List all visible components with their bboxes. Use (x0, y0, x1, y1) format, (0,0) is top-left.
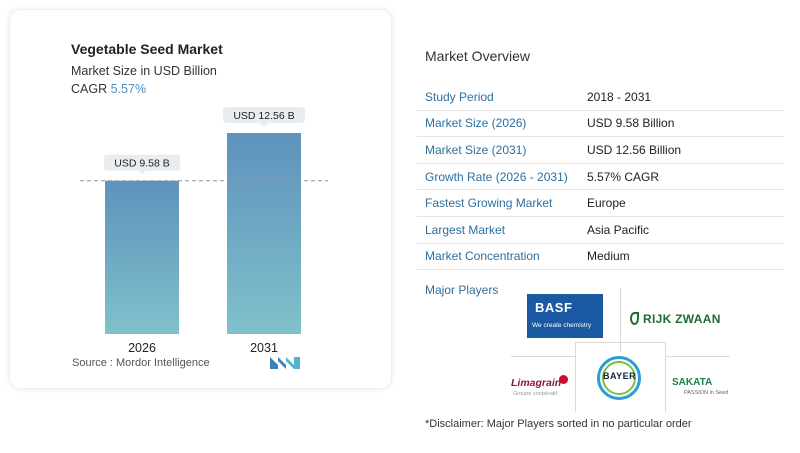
chart-subtitle: Market Size in USD Billion (71, 64, 217, 78)
overview-row: Largest Market Asia Pacific (417, 217, 784, 244)
row-value: USD 12.56 Billion (587, 142, 682, 157)
overview-table: Study Period 2018 - 2031 Market Size (202… (417, 84, 784, 271)
bayer-logo (597, 356, 641, 400)
row-value: Medium (587, 249, 630, 264)
overview-row: Market Concentration Medium (417, 244, 784, 271)
row-key: Fastest Growing Market (425, 196, 553, 211)
data-label-pointer (138, 170, 146, 175)
overview-row: Growth Rate (2026 - 2031) 5.57% CAGR (417, 164, 784, 191)
bar-chart: USD 9.58 B 2026 USD 12.56 B 2031 (80, 107, 328, 355)
leaf-icon (630, 312, 639, 325)
row-key: Market Size (2026) (425, 116, 527, 131)
bayer-name: BAYER (603, 371, 637, 381)
row-key: Market Size (2031) (425, 142, 527, 157)
mordor-logo-icon (270, 357, 300, 369)
chart-card (10, 10, 391, 388)
row-key: Growth Rate (2026 - 2031) (425, 169, 568, 184)
cagr-value: 5.57% (110, 82, 147, 96)
category-label: 2031 (250, 341, 278, 355)
bar-2031 (227, 133, 301, 334)
rijk-zwaan-logo: RIJK ZWAAN (630, 312, 721, 326)
sakata-name: SAKATA (672, 377, 713, 388)
row-value: Europe (587, 196, 626, 211)
sakata-tagline: PASSION in Seed (684, 390, 729, 396)
basf-name: BASF (535, 300, 573, 315)
row-key: Study Period (425, 89, 494, 104)
row-key: Largest Market (425, 222, 506, 237)
players-divider (575, 342, 666, 343)
data-label: USD 9.58 B (114, 158, 169, 170)
row-value: 2018 - 2031 (587, 89, 652, 104)
data-label-pointer (260, 123, 268, 128)
data-label-bg (222, 107, 306, 124)
row-value: Asia Pacific (587, 222, 650, 237)
basf-logo: BASF We create chemistry (527, 294, 603, 338)
row-key: Market Concentration (425, 249, 540, 264)
overview-title: Market Overview (425, 48, 531, 64)
row-value: 5.57% CAGR (587, 169, 660, 184)
overview-row: Fastest Growing Market Europe (417, 190, 784, 217)
players-divider (666, 356, 730, 357)
overview-row: Market Size (2026) USD 9.58 Billion (417, 111, 784, 138)
basf-tagline: We create chemistry (532, 322, 592, 329)
players-divider (575, 342, 576, 412)
players-divider (665, 342, 666, 412)
cagr-line: CAGR 5.57% (71, 82, 146, 96)
disclaimer: *Disclaimer: Major Players sorted in no … (425, 418, 692, 430)
overview-row: Study Period 2018 - 2031 (417, 84, 784, 111)
major-players-title: Major Players (425, 283, 499, 297)
players-divider (511, 356, 575, 357)
overview-row: Market Size (2031) USD 12.56 Billion (417, 137, 784, 164)
source-note: Source : Mordor Intelligence (72, 357, 210, 369)
chart-title: Vegetable Seed Market (71, 41, 223, 57)
limagrain-tagline: Groupe coopératif (513, 391, 558, 397)
category-label: 2026 (128, 341, 156, 355)
rijk-zwaan-name: RIJK ZWAAN (643, 312, 721, 326)
data-label: USD 12.56 B (233, 110, 294, 122)
row-value: USD 9.58 Billion (587, 116, 675, 131)
limagrain-name: Limagrain (511, 377, 562, 389)
bar-2026 (105, 180, 179, 334)
players-divider (620, 288, 621, 352)
limagrain-logo-icon (559, 375, 568, 384)
cagr-label: CAGR (71, 82, 108, 96)
data-label-bg (104, 154, 180, 171)
